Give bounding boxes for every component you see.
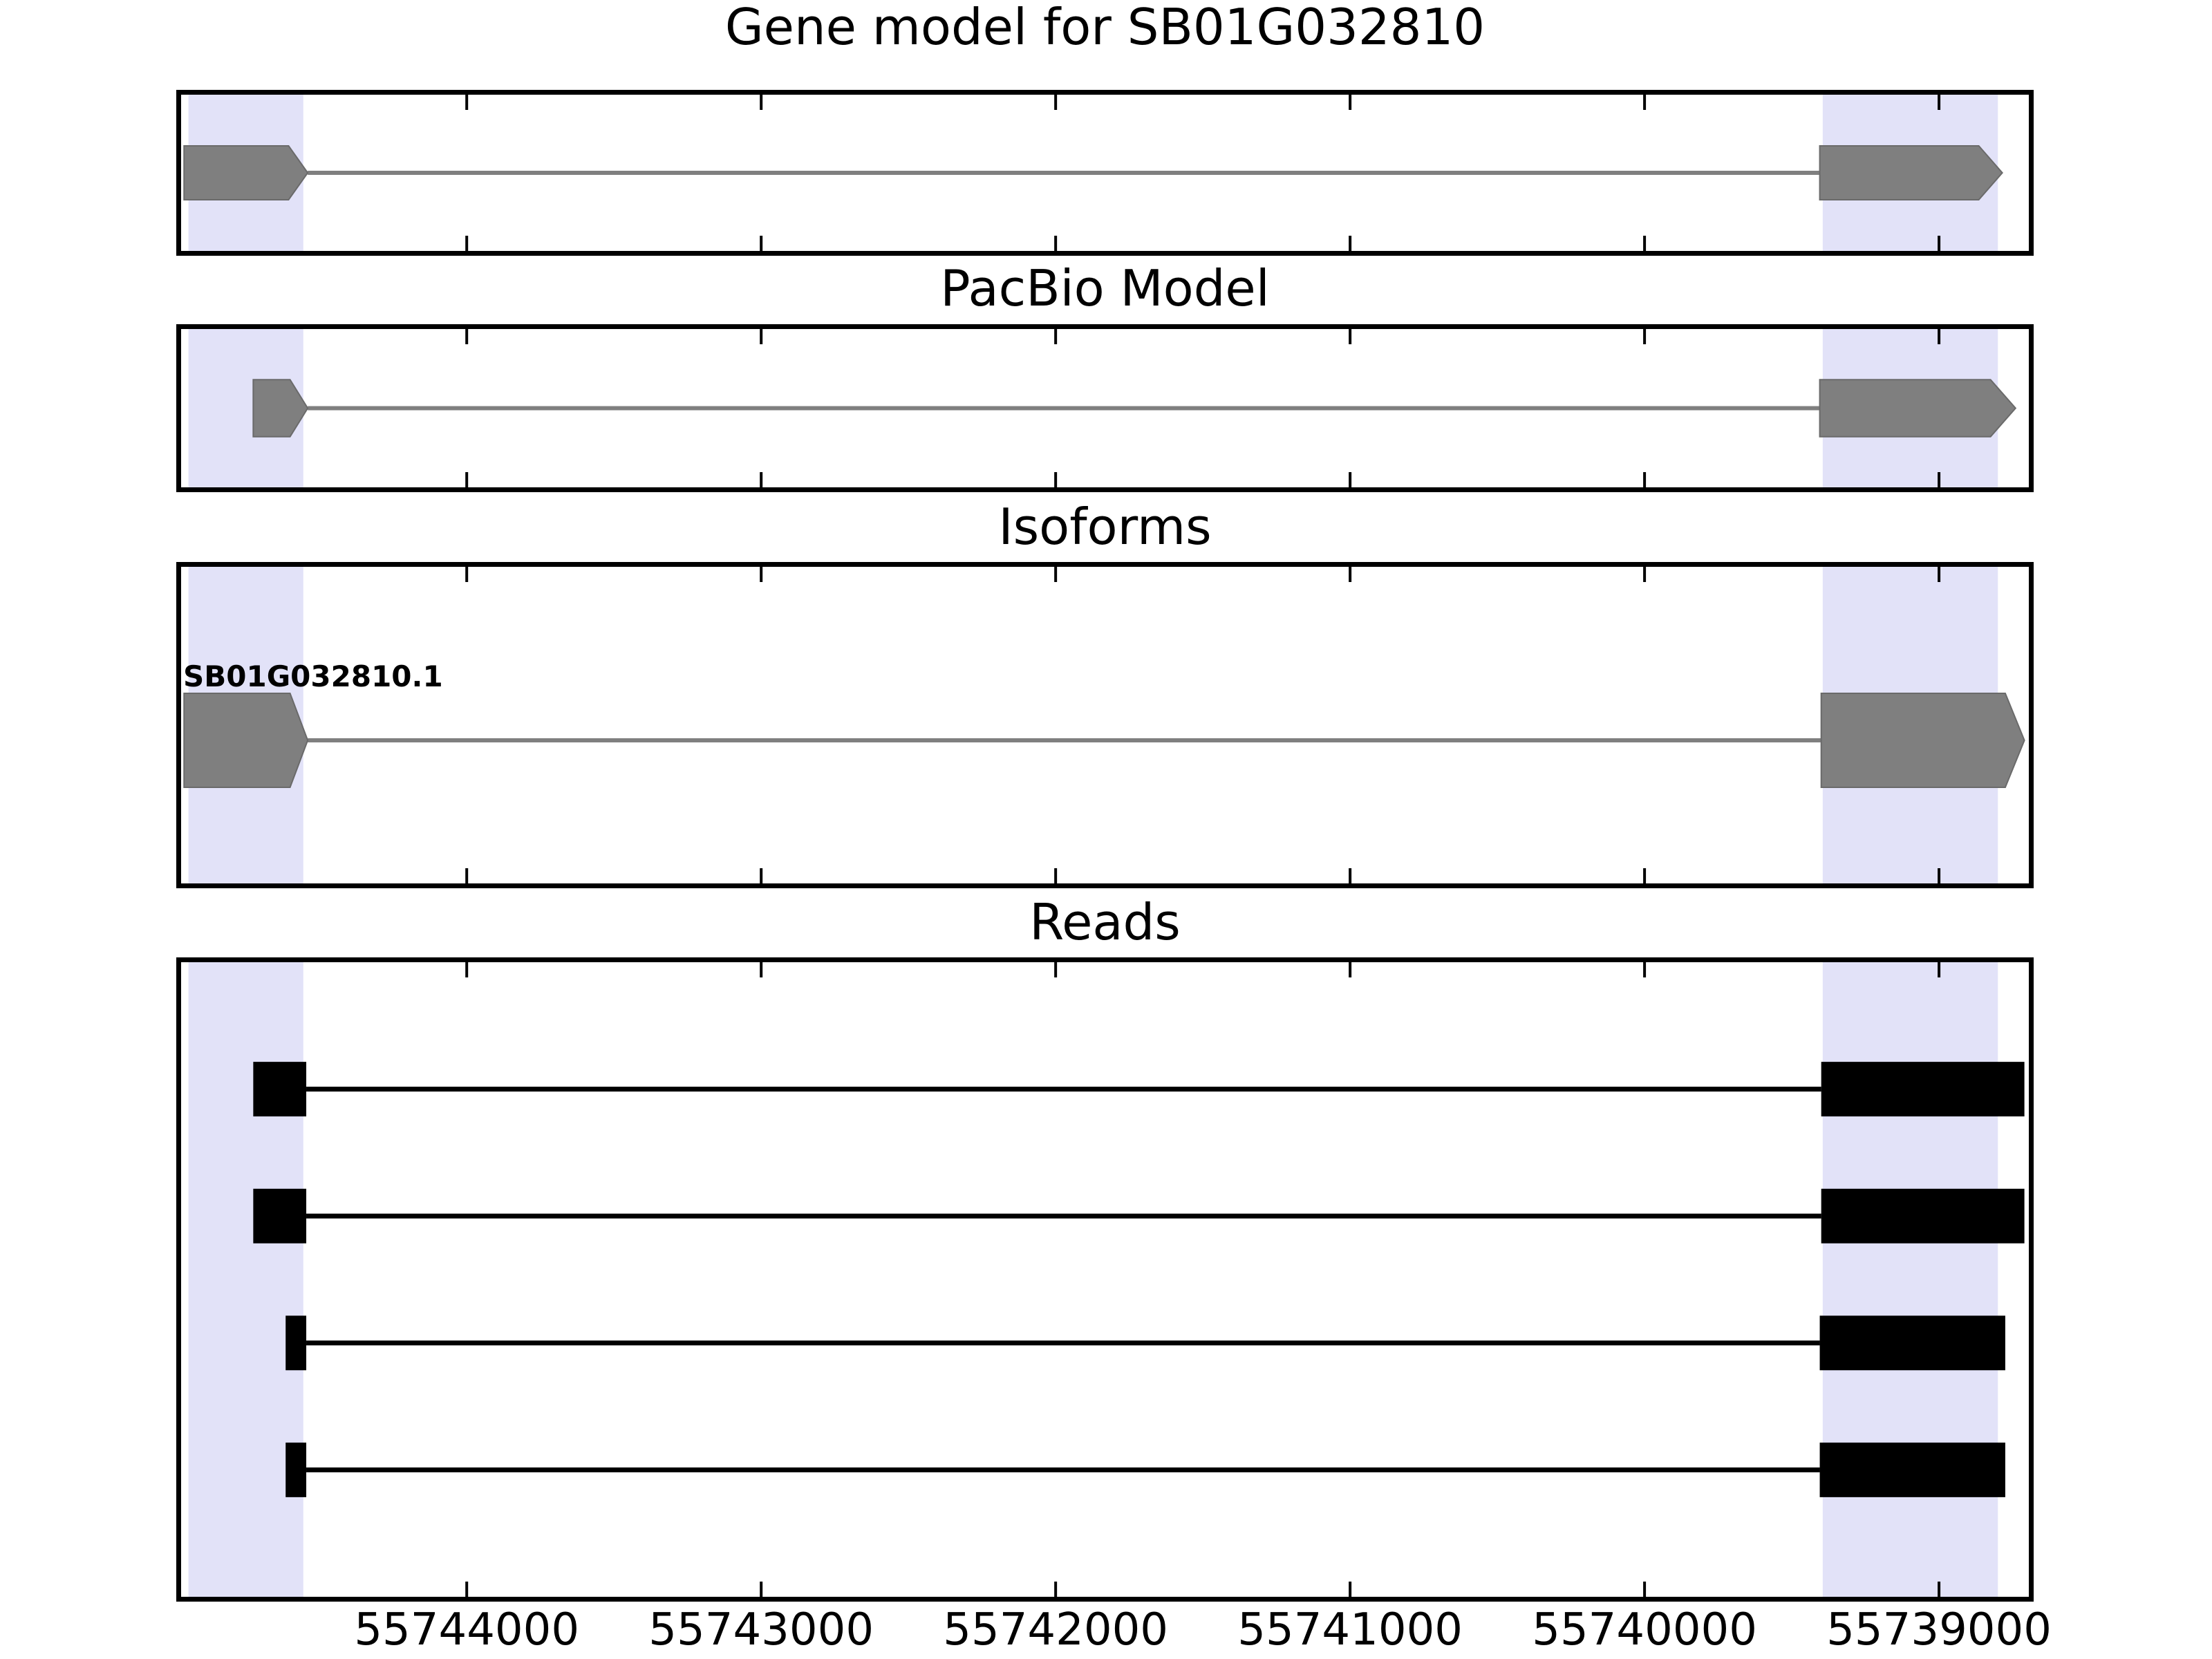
tick-mark bbox=[1054, 567, 1058, 582]
pacbio-model-plot bbox=[188, 329, 2017, 487]
tick-mark bbox=[1643, 329, 1647, 344]
tick-mark bbox=[1938, 472, 1941, 487]
read-exon bbox=[1821, 1188, 2025, 1244]
tick-mark bbox=[1349, 236, 1352, 251]
tick-mark bbox=[1643, 962, 1647, 977]
tick-mark bbox=[1054, 472, 1058, 487]
intron-line bbox=[308, 738, 1821, 742]
isoform-label: SB01G032810.1 bbox=[183, 659, 443, 693]
read-exon bbox=[1819, 1315, 2005, 1371]
tick-mark bbox=[1349, 472, 1352, 487]
tick-mark bbox=[760, 567, 763, 582]
tick-mark bbox=[760, 962, 763, 977]
tick-mark bbox=[1349, 962, 1352, 977]
exon-arrow bbox=[183, 145, 309, 200]
tick-mark bbox=[1938, 1582, 1941, 1597]
tick-mark bbox=[1349, 868, 1352, 883]
tick-mark bbox=[760, 95, 763, 110]
x-tick-label: 55742000 bbox=[943, 1604, 1169, 1656]
tick-mark bbox=[465, 567, 469, 582]
reads-plot bbox=[188, 962, 2025, 1597]
tick-mark bbox=[1643, 868, 1647, 883]
exon-arrow bbox=[183, 692, 309, 788]
tick-mark bbox=[465, 236, 469, 251]
tick-mark bbox=[1643, 567, 1647, 582]
tick-mark bbox=[1643, 472, 1647, 487]
tick-mark bbox=[1054, 1582, 1058, 1597]
isoforms-plot bbox=[183, 567, 2025, 883]
tick-mark bbox=[1938, 236, 1941, 251]
tick-mark bbox=[1349, 567, 1352, 582]
read-intron-line bbox=[306, 1467, 1820, 1472]
tick-mark bbox=[465, 1582, 469, 1597]
tick-mark bbox=[465, 329, 469, 344]
read-intron-line bbox=[306, 1087, 1821, 1092]
x-tick-label: 55743000 bbox=[648, 1604, 874, 1656]
track-title-gene-model: Gene model for SB01G032810 bbox=[724, 0, 1485, 56]
tick-mark bbox=[465, 868, 469, 883]
tick-mark bbox=[1054, 236, 1058, 251]
tick-mark bbox=[1349, 329, 1352, 344]
exon-arrow bbox=[1819, 379, 2017, 438]
x-axis-tick-labels: 55744000 55743000 55742000 55741000 55740000… bbox=[181, 1604, 2052, 1659]
track-title-isoforms: Isoforms bbox=[998, 498, 1212, 556]
highlight-band bbox=[188, 962, 303, 1597]
read-exon bbox=[285, 1442, 307, 1497]
read-exon bbox=[1821, 1062, 2025, 1117]
tick-mark bbox=[465, 962, 469, 977]
read-exon bbox=[253, 1188, 307, 1244]
panel-gene-model bbox=[176, 90, 2034, 256]
tick-mark bbox=[1643, 236, 1647, 251]
tick-mark bbox=[760, 236, 763, 251]
tick-mark bbox=[760, 1582, 763, 1597]
panel-isoforms: SB01G032810.1 bbox=[176, 562, 2034, 888]
intron-line bbox=[308, 171, 1820, 175]
tick-mark bbox=[1938, 329, 1941, 344]
tick-mark bbox=[1054, 329, 1058, 344]
tick-mark bbox=[1349, 1582, 1352, 1597]
tick-mark bbox=[760, 329, 763, 344]
tick-mark bbox=[1938, 567, 1941, 582]
x-tick-label: 55741000 bbox=[1237, 1604, 1463, 1656]
read-exon bbox=[253, 1062, 307, 1117]
tick-mark bbox=[760, 472, 763, 487]
exon-arrow bbox=[1820, 692, 2025, 788]
read-intron-line bbox=[306, 1340, 1820, 1346]
tick-mark bbox=[465, 472, 469, 487]
tick-mark bbox=[1643, 1582, 1647, 1597]
tick-mark bbox=[1938, 868, 1941, 883]
read-exon bbox=[285, 1315, 307, 1371]
tick-mark bbox=[1054, 868, 1058, 883]
highlight-band bbox=[1822, 962, 1998, 1597]
exon-arrow bbox=[1819, 145, 2003, 200]
x-tick-label: 55739000 bbox=[1826, 1604, 2052, 1656]
tick-mark bbox=[1349, 95, 1352, 110]
read-exon bbox=[1819, 1442, 2005, 1497]
panel-reads bbox=[176, 957, 2034, 1602]
read-intron-line bbox=[306, 1213, 1821, 1219]
tick-mark bbox=[465, 95, 469, 110]
tick-mark bbox=[1054, 95, 1058, 110]
tick-mark bbox=[1938, 962, 1941, 977]
exon-arrow bbox=[252, 379, 309, 438]
tick-mark bbox=[1938, 95, 1941, 110]
tick-mark bbox=[1643, 95, 1647, 110]
track-title-pacbio: PacBio Model bbox=[940, 259, 1270, 317]
tick-mark bbox=[1054, 962, 1058, 977]
intron-line bbox=[308, 406, 1820, 411]
panel-pacbio-model bbox=[176, 324, 2034, 492]
x-tick-label: 55744000 bbox=[354, 1604, 580, 1656]
x-tick-label: 55740000 bbox=[1532, 1604, 1757, 1656]
gene-model-plot bbox=[183, 95, 2003, 251]
tick-mark bbox=[760, 868, 763, 883]
track-title-reads: Reads bbox=[1029, 893, 1181, 951]
